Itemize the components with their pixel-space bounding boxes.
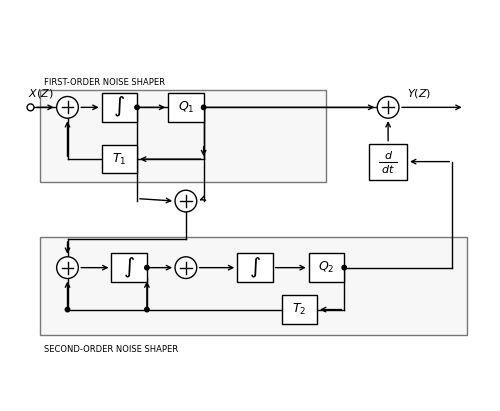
Circle shape bbox=[378, 97, 399, 118]
Text: $d$: $d$ bbox=[384, 149, 392, 161]
Circle shape bbox=[56, 257, 78, 279]
Circle shape bbox=[175, 257, 197, 279]
Text: FIRST-ORDER NOISE SHAPER: FIRST-ORDER NOISE SHAPER bbox=[44, 78, 166, 87]
Text: $T_1$: $T_1$ bbox=[112, 152, 126, 167]
Circle shape bbox=[202, 105, 206, 110]
Text: $X(Z)$: $X(Z)$ bbox=[28, 87, 54, 100]
Circle shape bbox=[175, 190, 197, 212]
Circle shape bbox=[342, 266, 346, 270]
Bar bbox=[237, 253, 272, 282]
Bar bbox=[308, 253, 344, 282]
Bar bbox=[112, 253, 147, 282]
Circle shape bbox=[27, 104, 34, 111]
Bar bbox=[282, 295, 317, 324]
Text: $Q_1$: $Q_1$ bbox=[178, 100, 194, 115]
Text: $dt$: $dt$ bbox=[381, 163, 395, 175]
Circle shape bbox=[135, 105, 140, 110]
Bar bbox=[369, 143, 407, 180]
Circle shape bbox=[144, 307, 149, 312]
Circle shape bbox=[144, 266, 149, 270]
Circle shape bbox=[66, 307, 70, 312]
Text: $\int$: $\int$ bbox=[249, 256, 261, 280]
Text: $T_2$: $T_2$ bbox=[292, 302, 306, 317]
Circle shape bbox=[56, 97, 78, 118]
Text: $Y(Z)$: $Y(Z)$ bbox=[407, 87, 431, 100]
Bar bbox=[102, 93, 137, 122]
Bar bbox=[102, 145, 137, 173]
Text: $\int$: $\int$ bbox=[123, 256, 135, 280]
Text: SECOND-ORDER NOISE SHAPER: SECOND-ORDER NOISE SHAPER bbox=[44, 346, 178, 354]
Text: $Q_2$: $Q_2$ bbox=[318, 260, 334, 275]
Text: $\int$: $\int$ bbox=[114, 95, 126, 119]
Bar bbox=[40, 237, 467, 335]
Bar bbox=[168, 93, 203, 122]
Bar bbox=[40, 90, 327, 182]
